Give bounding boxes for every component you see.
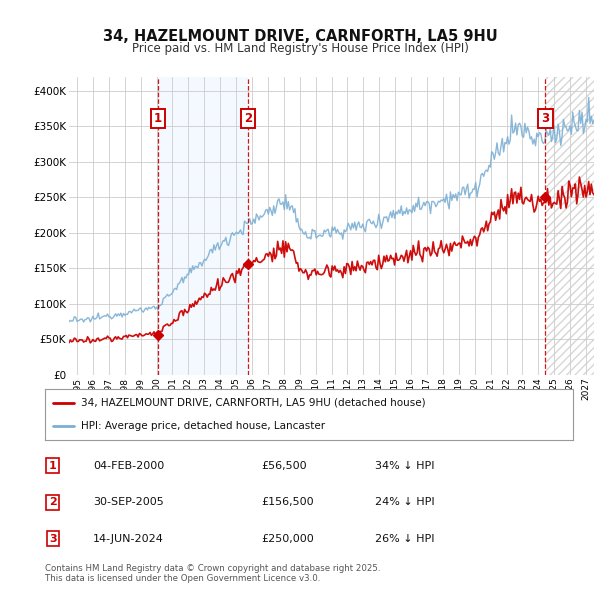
Text: 24% ↓ HPI: 24% ↓ HPI — [375, 497, 434, 507]
Text: 34, HAZELMOUNT DRIVE, CARNFORTH, LA5 9HU (detached house): 34, HAZELMOUNT DRIVE, CARNFORTH, LA5 9HU… — [81, 398, 425, 408]
Bar — [545, 77, 594, 375]
Text: 26% ↓ HPI: 26% ↓ HPI — [375, 534, 434, 544]
Text: 3: 3 — [49, 534, 56, 544]
Text: 2: 2 — [244, 112, 252, 125]
Text: 2: 2 — [49, 497, 56, 507]
Text: £56,500: £56,500 — [261, 461, 307, 471]
Text: 04-FEB-2000: 04-FEB-2000 — [93, 461, 164, 471]
Text: 3: 3 — [541, 112, 550, 125]
Text: HPI: Average price, detached house, Lancaster: HPI: Average price, detached house, Lanc… — [81, 421, 325, 431]
Text: 1: 1 — [49, 461, 56, 471]
Bar — [545, 77, 594, 375]
Text: 34, HAZELMOUNT DRIVE, CARNFORTH, LA5 9HU: 34, HAZELMOUNT DRIVE, CARNFORTH, LA5 9HU — [103, 29, 497, 44]
Bar — [158, 77, 248, 375]
Bar — [545, 77, 594, 375]
Text: Price paid vs. HM Land Registry's House Price Index (HPI): Price paid vs. HM Land Registry's House … — [131, 42, 469, 55]
Text: £250,000: £250,000 — [261, 534, 314, 544]
Text: 1: 1 — [154, 112, 162, 125]
Text: Contains HM Land Registry data © Crown copyright and database right 2025.
This d: Contains HM Land Registry data © Crown c… — [45, 563, 380, 583]
Text: 34% ↓ HPI: 34% ↓ HPI — [375, 461, 434, 471]
Text: 30-SEP-2005: 30-SEP-2005 — [93, 497, 164, 507]
Text: 14-JUN-2024: 14-JUN-2024 — [93, 534, 164, 544]
Text: £156,500: £156,500 — [261, 497, 314, 507]
